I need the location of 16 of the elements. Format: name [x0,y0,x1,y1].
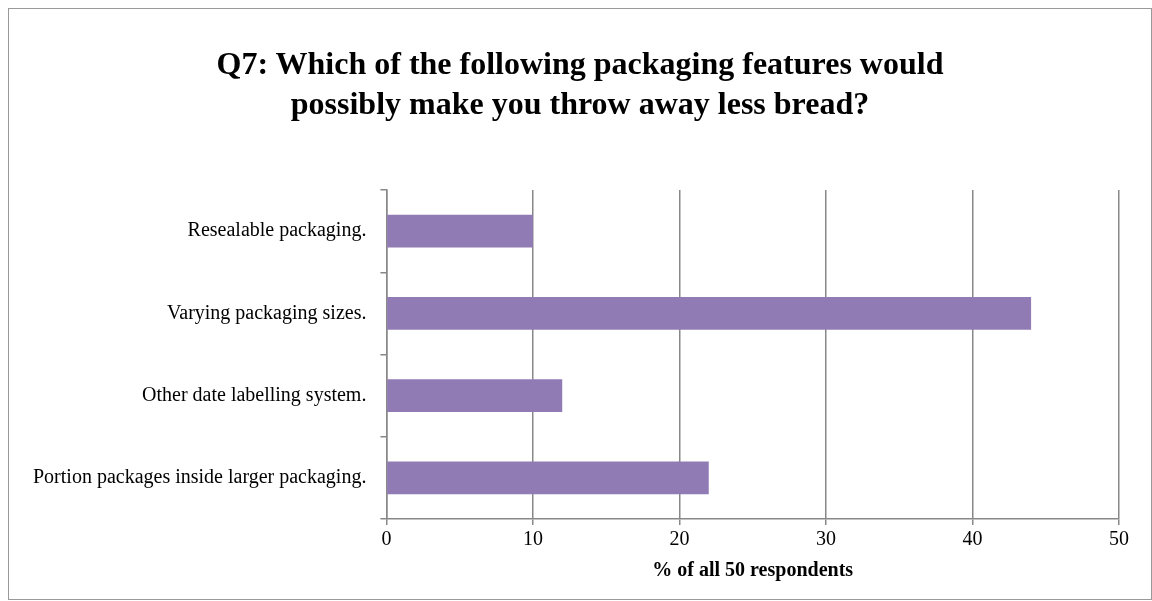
x-tick-label: 0 [381,527,392,550]
chart-title: Q7: Which of the following packaging features would possibly make you throw away less bread? [215,44,945,123]
y-tick-label: Varying packaging sizes. [167,300,367,324]
bar [387,214,533,248]
x-tick-label: 10 [522,527,543,550]
bar [387,296,1032,330]
bar [387,461,709,495]
x-tick-label: 40 [962,527,983,550]
x-axis-title: % of all 50 respondents [652,558,854,582]
x-tick-label: 30 [815,527,836,550]
y-tick-label: Portion packages inside larger packaging. [33,465,367,489]
x-tick-label: 20 [669,527,690,550]
bar [387,379,563,413]
x-tick-label: 50 [1109,527,1129,550]
y-tick-label: Resealable packaging. [187,218,367,242]
y-tick-label: Other date labelling system. [142,382,367,406]
